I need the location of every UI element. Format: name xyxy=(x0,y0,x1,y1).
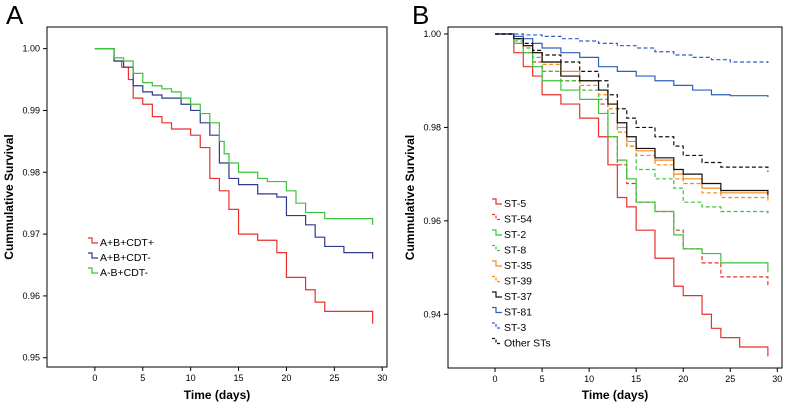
panel-b-legend-label: ST-8 xyxy=(504,245,526,257)
panel-a-y-tick-label: 0.97 xyxy=(22,229,40,239)
panel-a-series-a-b-cdt-line xyxy=(94,48,374,324)
panel-b-y-tick-label: 0.94 xyxy=(423,309,441,319)
panel-a-x-tick-label: 20 xyxy=(281,373,291,383)
panel-b-legend-label: ST-39 xyxy=(504,276,532,288)
panel-a-legend-label: A-B+CDT- xyxy=(100,267,149,279)
panel-b-series-st-37-line xyxy=(495,33,769,196)
panel-b-legend-label: ST-35 xyxy=(504,260,532,272)
panel-b-legend-label: ST-54 xyxy=(504,214,532,226)
panel-a-series-a-b-cdt-line xyxy=(94,48,374,259)
panel-b-legend-label: ST-81 xyxy=(504,307,532,319)
panel-b-x-tick-label: 15 xyxy=(631,374,641,384)
panel-a-chart: 0 5 10 15 20 25 30 0.95 0.96 0.97 0.98 0.99 1.00 Time… xyxy=(2,44,387,402)
panel-a-series-a-b-cdt-line xyxy=(94,48,374,225)
panel-a-legend-label: A+B+CDT- xyxy=(100,252,151,264)
panel-a-y-axis-title: Cummulative Survival xyxy=(2,134,16,259)
panel-b-legend-swatch xyxy=(492,244,502,252)
panel-b-plot-frame xyxy=(447,26,783,369)
panel-a-y-tick-label: 0.99 xyxy=(22,105,40,115)
panel-b-series-other-sts-line xyxy=(495,33,769,172)
panel-a-y-tick-label: 0.98 xyxy=(22,167,40,177)
panel-a-y-tick-label: 0.96 xyxy=(22,291,40,301)
panel-a-y-tick-label: 1.00 xyxy=(22,44,40,54)
panel-b-legend-label: ST-37 xyxy=(504,291,532,303)
panel-b-x-tick-label: 5 xyxy=(540,374,545,384)
panel-b-series-st-5-line xyxy=(495,33,769,357)
panel-b-x-tick-label: 25 xyxy=(725,374,735,384)
panel-b-legend: ST-5 ST-54 ST-2 ST-8 ST-35 ST-39 ST-37 ST-81 ST-… xyxy=(492,198,551,350)
panel-a-letter: A xyxy=(6,0,24,30)
panel-b-legend-swatch xyxy=(492,260,502,267)
panel-b-x-tick-label: 10 xyxy=(584,374,594,384)
panel-b-legend-label: ST-3 xyxy=(504,322,526,334)
panel-a-x-tick-label: 30 xyxy=(377,373,387,383)
panel-a-legend-label: A+B+CDT+ xyxy=(100,237,154,249)
panel-b-y-tick-label: 1.00 xyxy=(423,29,441,39)
panel-b-x-axis-title: Time (days) xyxy=(582,388,648,402)
panel-b-legend-swatch xyxy=(492,291,502,298)
panel-a-legend-swatch xyxy=(88,237,98,244)
panel-b-legend-label: ST-5 xyxy=(504,198,526,210)
panel-a-plot-frame xyxy=(46,26,388,368)
panel-b-legend-swatch xyxy=(492,213,502,221)
panel-b-legend-label: Other STs xyxy=(504,338,551,350)
panel-a-legend-swatch xyxy=(88,252,98,259)
panel-b-x-tick-label: 0 xyxy=(493,374,498,384)
panel-b-legend-swatch xyxy=(492,275,502,283)
panel-b-y-tick-label: 0.96 xyxy=(423,216,441,226)
panel-a-y-tick-label: 0.95 xyxy=(22,353,40,363)
panel-a-x-tick-label: 10 xyxy=(186,373,196,383)
panel-b-x-tick-label: 30 xyxy=(772,374,782,384)
panel-b-series-st-81-line xyxy=(495,33,769,98)
panel-b-legend-swatch xyxy=(492,306,502,314)
panel-b-x-tick-label: 20 xyxy=(678,374,688,384)
panel-a-legend-swatch xyxy=(88,267,98,274)
panel-b-series-st-2-line xyxy=(495,33,769,273)
panel-b-legend-swatch xyxy=(492,229,502,236)
panel-a-x-tick-label: 0 xyxy=(92,373,97,383)
panel-a-x-tick-label: 15 xyxy=(234,373,244,383)
panel-b-series-st-8-line xyxy=(495,33,769,217)
panel-a-x-axis-title: Time (days) xyxy=(184,388,250,402)
panel-b-legend-swatch xyxy=(492,322,502,329)
panel-b-letter: B xyxy=(412,0,429,30)
panel-b-series-st-39-line xyxy=(495,33,769,203)
panel-b-series-st-35-line xyxy=(495,33,769,198)
panel-a-x-tick-label: 25 xyxy=(329,373,339,383)
panel-b-chart: 0 5 10 15 20 25 30 0.94 0.96 0.98 1.00 Time (days) C… xyxy=(403,29,782,402)
panel-b-y-tick-label: 0.98 xyxy=(423,122,441,132)
panel-b-series-st-3-line xyxy=(495,33,769,63)
panel-b-legend-swatch xyxy=(492,337,502,345)
panel-b-legend-label: ST-2 xyxy=(504,229,526,241)
panel-b-y-axis-title: Cummulative Survival xyxy=(403,135,417,260)
panel-a-legend: A+B+CDT+ A+B+CDT- A-B+CDT- xyxy=(88,237,154,279)
panel-a-x-tick-label: 5 xyxy=(140,373,145,383)
panel-b-legend-swatch xyxy=(492,198,502,205)
